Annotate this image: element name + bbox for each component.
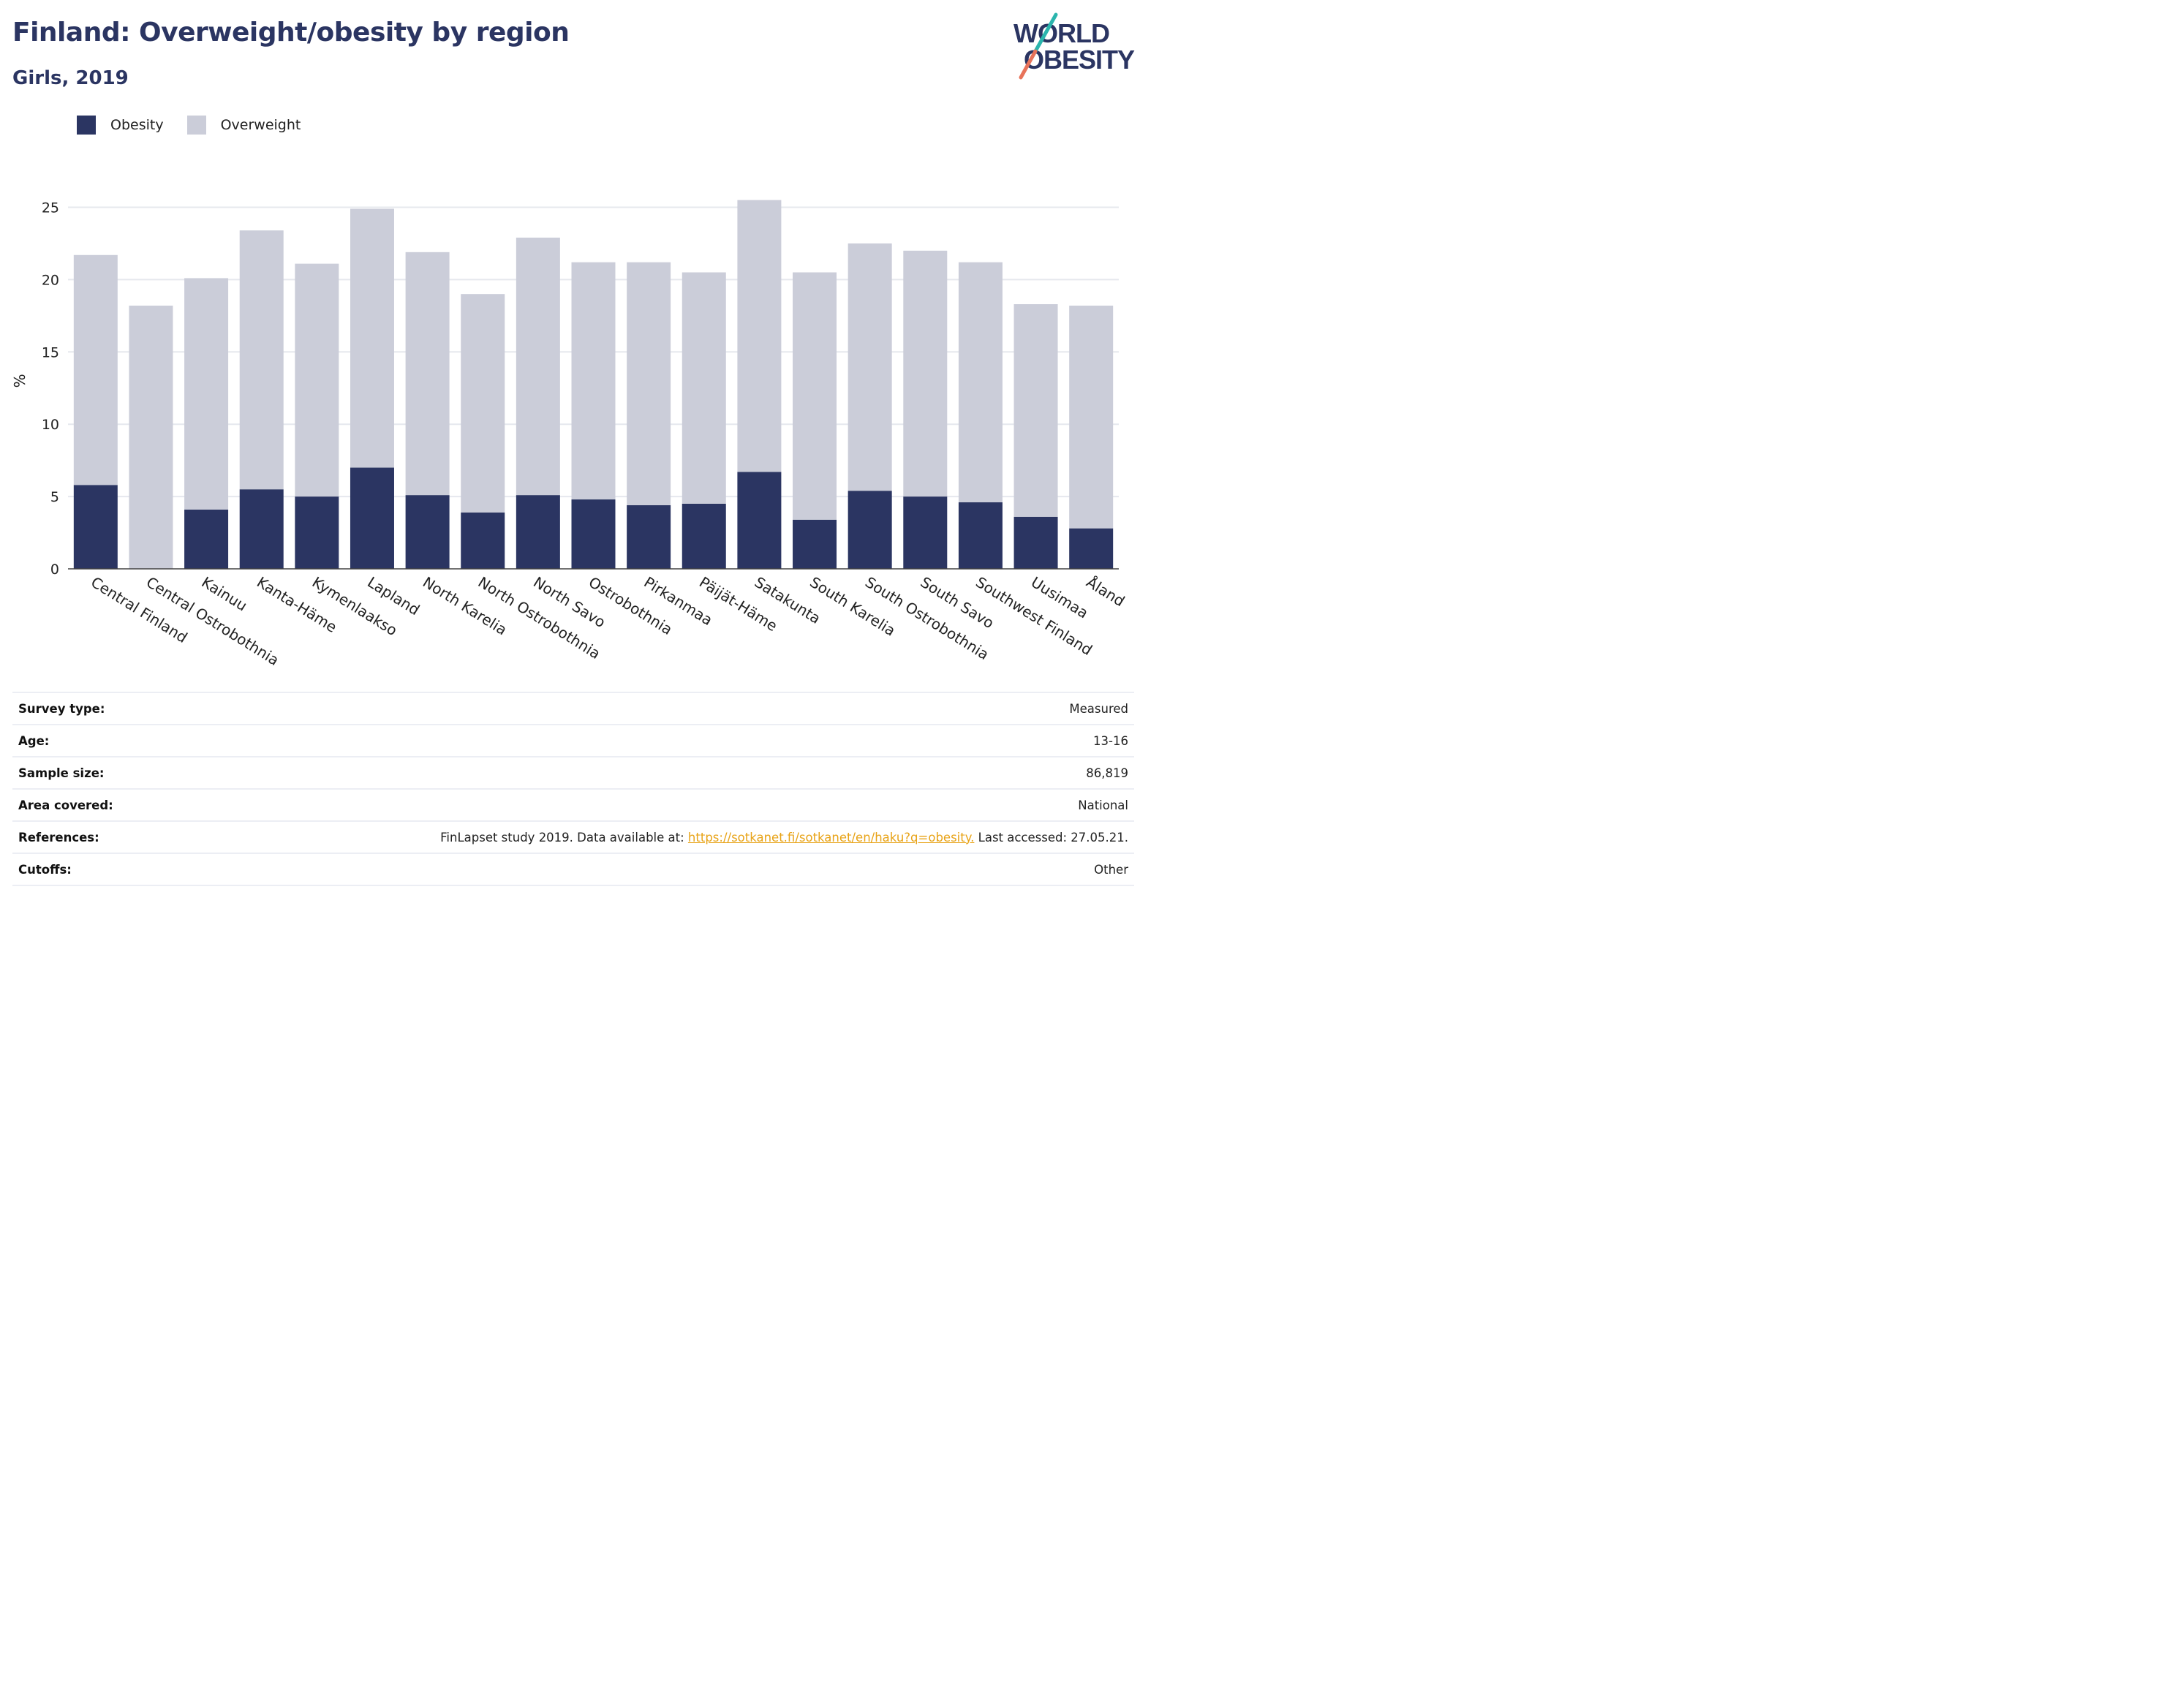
table-row: Age: 13-16 bbox=[12, 724, 1134, 757]
bar-overweight[interactable] bbox=[350, 208, 394, 468]
bar-obesity[interactable] bbox=[184, 509, 229, 569]
table-row: Sample size: 86,819 bbox=[12, 756, 1134, 789]
bar-overweight[interactable] bbox=[184, 278, 229, 510]
bar-obesity[interactable] bbox=[627, 505, 671, 569]
legend-item-overweight[interactable]: Overweight bbox=[186, 116, 301, 135]
chart-title: Finland: Overweight/obesity by region bbox=[12, 18, 570, 48]
table-row: Cutoffs: Other bbox=[12, 853, 1134, 886]
y-axis-label: % bbox=[11, 374, 29, 388]
legend-swatch-overweight bbox=[186, 116, 206, 135]
bar-overweight[interactable] bbox=[239, 230, 284, 490]
bar-overweight[interactable] bbox=[295, 263, 339, 497]
legend-swatch-obesity bbox=[77, 116, 96, 135]
y-tick-label: 20 bbox=[42, 272, 59, 288]
bar-obesity[interactable] bbox=[405, 495, 450, 569]
age-key: Age: bbox=[12, 724, 161, 757]
bar-obesity[interactable] bbox=[571, 499, 616, 569]
area-covered-value: National bbox=[160, 788, 1134, 821]
x-tick-label: Åland bbox=[1084, 573, 1128, 610]
bar-overweight[interactable] bbox=[958, 262, 1003, 503]
survey-type-value: Measured bbox=[160, 692, 1134, 725]
references-prefix: FinLapset study 2019. Data available at: bbox=[440, 830, 688, 844]
bar-overweight[interactable] bbox=[571, 262, 616, 500]
bar-obesity[interactable] bbox=[682, 503, 726, 569]
y-tick-label: 10 bbox=[42, 417, 59, 433]
table-row: Survey type: Measured bbox=[12, 692, 1134, 725]
bar-overweight[interactable] bbox=[737, 200, 782, 472]
bar-obesity[interactable] bbox=[958, 502, 1003, 569]
survey-type-key: Survey type: bbox=[12, 692, 161, 725]
bar-obesity[interactable] bbox=[903, 496, 948, 569]
survey-info-table: Survey type: Measured Age: 13-16 Sample … bbox=[12, 692, 1134, 886]
bar-overweight[interactable] bbox=[129, 306, 173, 569]
logo-line1: WORLD bbox=[1013, 18, 1109, 48]
sample-size-key: Sample size: bbox=[12, 756, 161, 789]
y-tick-label: 0 bbox=[50, 562, 59, 578]
bar-overweight[interactable] bbox=[405, 252, 450, 496]
y-tick-label: 15 bbox=[42, 344, 59, 360]
references-key: References: bbox=[12, 820, 161, 853]
bar-obesity[interactable] bbox=[461, 512, 505, 569]
bar-overweight[interactable] bbox=[73, 254, 118, 485]
bar-overweight[interactable] bbox=[1069, 306, 1114, 529]
bar-overweight[interactable] bbox=[1013, 304, 1058, 517]
bar-obesity[interactable] bbox=[239, 489, 284, 569]
bar-overweight[interactable] bbox=[903, 250, 948, 497]
bar-obesity[interactable] bbox=[1013, 516, 1058, 569]
chart-subtitle: Girls, 2019 bbox=[12, 67, 129, 89]
references-link[interactable]: https://sotkanet.fi/sotkanet/en/haku?q=o… bbox=[687, 830, 975, 844]
bar-overweight[interactable] bbox=[461, 294, 505, 513]
bar-obesity[interactable] bbox=[73, 485, 118, 569]
table-row: References: FinLapset study 2019. Data a… bbox=[12, 820, 1134, 853]
logo-line2: OBESITY bbox=[1024, 45, 1135, 75]
legend-label-obesity: Obesity bbox=[110, 117, 164, 133]
references-suffix: Last accessed: 27.05.21. bbox=[974, 830, 1128, 844]
sample-size-value: 86,819 bbox=[160, 756, 1134, 789]
world-obesity-logo: WORLD OBESITY bbox=[1013, 12, 1136, 80]
bar-overweight[interactable] bbox=[627, 262, 671, 505]
cutoffs-key: Cutoffs: bbox=[12, 853, 161, 886]
area-covered-key: Area covered: bbox=[12, 788, 161, 821]
bar-overweight[interactable] bbox=[682, 272, 726, 504]
bar-obesity[interactable] bbox=[295, 496, 339, 569]
y-tick-label: 5 bbox=[50, 489, 59, 505]
y-tick-label: 25 bbox=[42, 200, 59, 216]
table-row: Area covered: National bbox=[12, 788, 1134, 821]
references-value: FinLapset study 2019. Data available at:… bbox=[160, 820, 1134, 853]
legend-label-overweight: Overweight bbox=[220, 117, 301, 133]
legend-item-obesity[interactable]: Obesity bbox=[77, 116, 164, 135]
age-value: 13-16 bbox=[160, 724, 1134, 757]
y-axis: 0 5 10 15 20 25 bbox=[42, 200, 59, 578]
bar-overweight[interactable] bbox=[793, 272, 837, 520]
bar-obesity[interactable] bbox=[793, 519, 837, 569]
bar-overweight[interactable] bbox=[848, 243, 892, 491]
x-tick-label: Central Finland bbox=[88, 573, 190, 646]
bar-obesity[interactable] bbox=[848, 491, 892, 569]
bar-obesity[interactable] bbox=[1069, 528, 1114, 569]
bar-obesity[interactable] bbox=[516, 495, 560, 569]
cutoffs-value: Other bbox=[160, 853, 1134, 886]
bar-obesity[interactable] bbox=[737, 472, 782, 569]
bar-overweight[interactable] bbox=[516, 238, 560, 496]
bar-obesity[interactable] bbox=[350, 467, 394, 569]
bars bbox=[73, 200, 1114, 569]
legend: Obesity Overweight bbox=[77, 116, 324, 135]
